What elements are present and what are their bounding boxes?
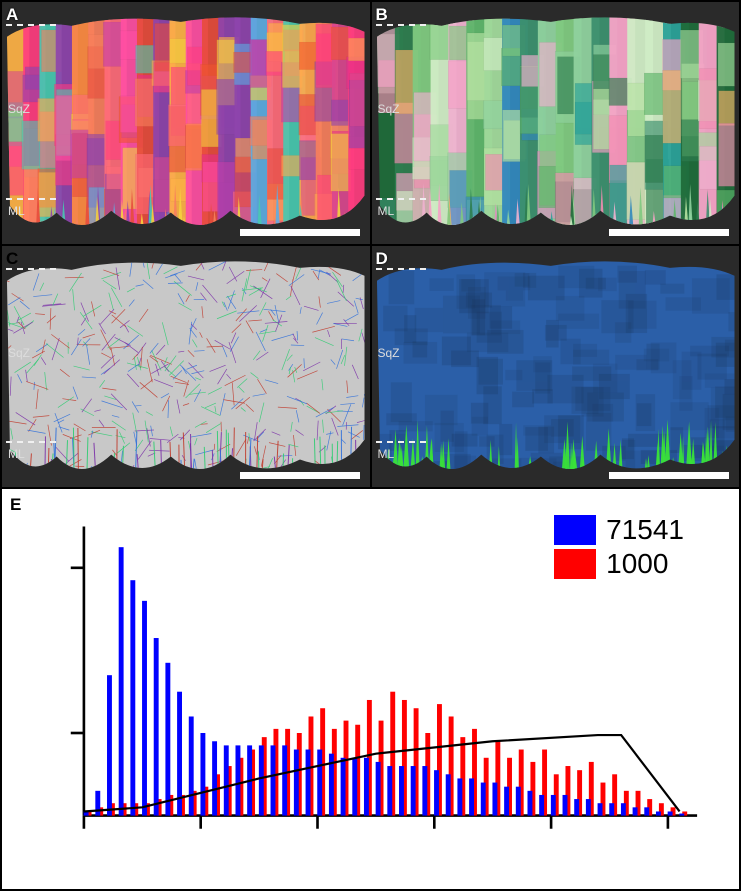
panel-b-dash-bot	[376, 198, 426, 200]
legend-row-1: 1000	[554, 548, 684, 580]
legend-label-0: 71541	[606, 514, 684, 546]
panel-a-grains	[2, 2, 369, 243]
panel-b-annot-sqz: SqZ	[378, 102, 400, 116]
svg-text:40: 40	[293, 834, 342, 838]
panel-d-grains	[372, 246, 739, 487]
svg-text:60: 60	[410, 834, 459, 838]
panel-d: D SqZ ML	[371, 245, 741, 489]
panel-d-scalebar	[609, 472, 729, 479]
panel-c-grains	[2, 246, 369, 487]
svg-text:0: 0	[72, 834, 96, 838]
top-panel-grid: A SqZ ML B SqZ ML C SqZ	[1, 1, 740, 488]
panel-a-dash-bot	[6, 198, 56, 200]
legend-label-1: 1000	[606, 548, 668, 580]
panel-a-label: A	[6, 5, 18, 25]
panel-a-annot-sqz: SqZ	[8, 102, 30, 116]
panel-b: B SqZ ML	[371, 1, 741, 245]
panel-b-annot-ml: ML	[378, 204, 395, 218]
panel-a-scalebar	[240, 229, 360, 236]
panel-b-scalebar	[609, 229, 729, 236]
panel-c-annot-sqz: SqZ	[8, 346, 30, 360]
panel-d-annot-sqz: SqZ	[378, 346, 400, 360]
panel-d-dash-bot	[376, 441, 426, 443]
svg-text:100: 100	[631, 834, 704, 838]
panel-c-annot-ml: ML	[8, 447, 25, 461]
chart-legend: 71541 1000	[554, 514, 684, 582]
legend-swatch-1	[554, 549, 596, 579]
panel-c: C SqZ ML	[1, 245, 371, 489]
panel-e-label: E	[10, 495, 21, 515]
figure-container: A SqZ ML B SqZ ML C SqZ	[0, 0, 741, 891]
panel-a-annot-ml: ML	[8, 204, 25, 218]
panel-d-label: D	[376, 249, 388, 269]
panel-d-annot-ml: ML	[378, 447, 395, 461]
panel-c-dash-bot	[6, 441, 56, 443]
panel-b-grains	[372, 2, 739, 243]
svg-text:80: 80	[527, 834, 576, 838]
svg-text:20: 20	[176, 834, 225, 838]
panel-b-label: B	[376, 5, 388, 25]
panel-a: A SqZ ML	[1, 1, 371, 245]
legend-row-0: 71541	[554, 514, 684, 546]
panel-c-scalebar	[240, 472, 360, 479]
panel-e: E 0204060801000.020.06 71541 1000	[1, 488, 740, 890]
panel-c-label: C	[6, 249, 18, 269]
legend-swatch-0	[554, 515, 596, 545]
